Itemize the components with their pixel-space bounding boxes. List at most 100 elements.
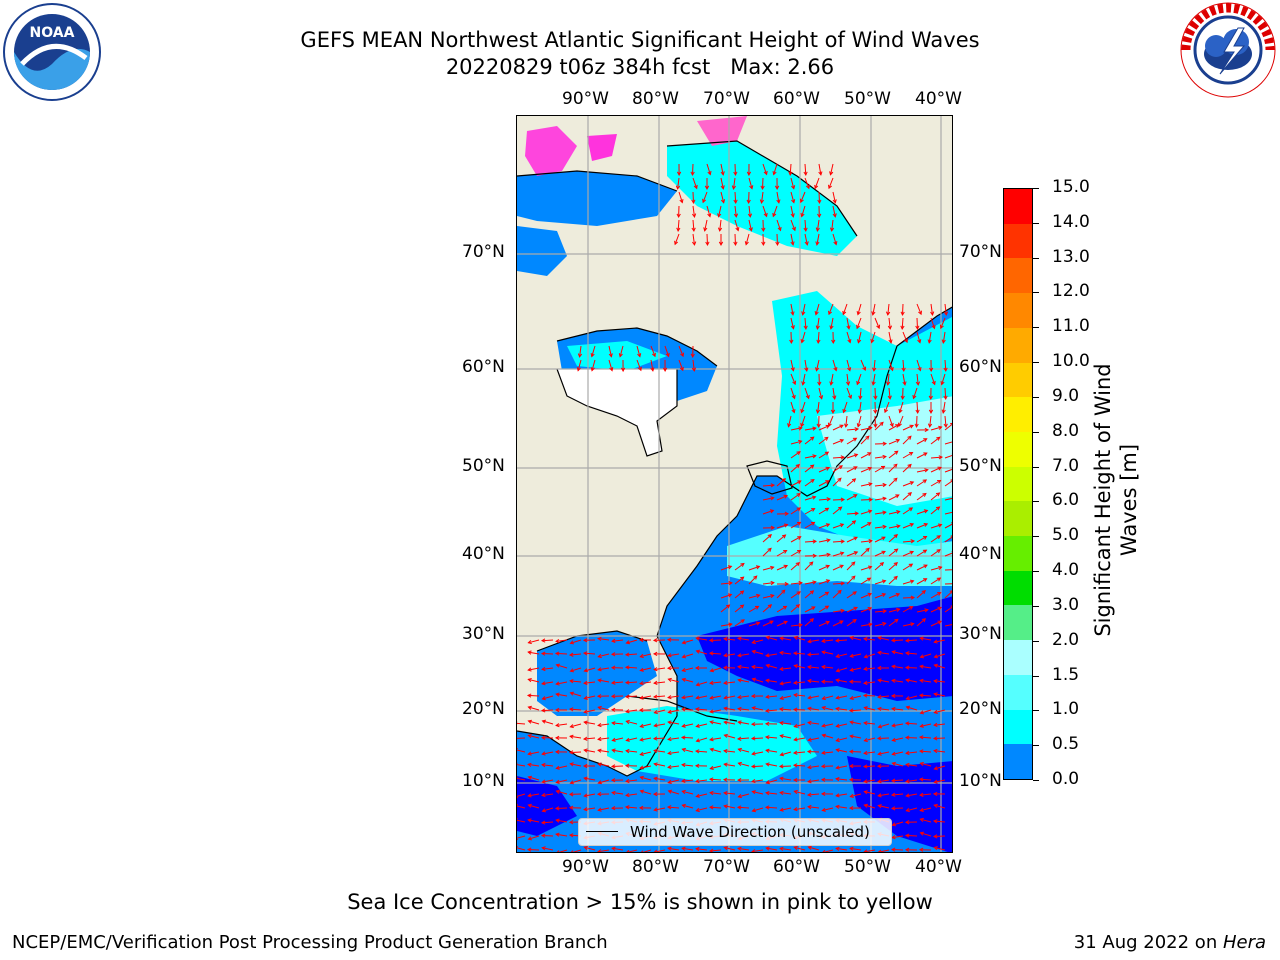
wave-direction-arrow (541, 709, 554, 712)
wave-direction-arrow (905, 667, 918, 669)
arrow-head (610, 707, 616, 712)
lat-label-right: 40°N (959, 544, 1002, 564)
arrow-head (640, 850, 644, 852)
colorbar-segment (1004, 466, 1032, 502)
arrow-head (825, 480, 830, 485)
wave-direction-arrow (804, 508, 815, 515)
wave-direction-arrow (832, 523, 844, 529)
arrow-head (779, 807, 784, 812)
wave-direction-arrow (752, 849, 764, 852)
wave-direction-arrow (836, 765, 848, 769)
wave-direction-arrow (800, 415, 806, 427)
arrow-head (849, 636, 854, 641)
wave-direction-arrow (916, 564, 928, 571)
wave-direction-arrow (878, 723, 890, 728)
colorbar-tick-label: 2.0 (1052, 629, 1080, 650)
wave-direction-arrow (654, 723, 666, 727)
arrow-head (821, 706, 826, 711)
wave-direction-arrow (891, 807, 904, 809)
wave-direction-arrow (720, 582, 732, 585)
wave-direction-arrow (860, 510, 872, 515)
arrow-head (625, 793, 630, 798)
wave-direction-arrow (542, 681, 554, 685)
arrow-head (597, 849, 602, 852)
arrow-head (887, 325, 893, 330)
wave-direction-arrow (944, 552, 952, 557)
lat-label-left: 70°N (462, 242, 505, 262)
wave-direction-arrow (944, 415, 947, 428)
arrow-head (798, 623, 803, 628)
arrow-head (865, 435, 870, 440)
colorbar-tick-mark (1033, 466, 1039, 468)
wave-direction-arrow (804, 464, 814, 473)
wave-direction-arrow (706, 205, 711, 217)
arrow-head (856, 324, 861, 330)
arrow-head (896, 607, 901, 612)
wave-direction-arrow (887, 373, 890, 385)
wave-direction-arrow (804, 581, 816, 585)
arrow-head (933, 722, 938, 728)
arrow-head (611, 846, 616, 851)
arrow-head (848, 805, 854, 811)
arrow-head (554, 651, 560, 656)
wave-direction-arrow (625, 695, 638, 698)
wave-direction-arrow (823, 849, 834, 852)
arrow-head (652, 791, 658, 797)
arrow-head (921, 590, 926, 595)
arrow-head (555, 681, 560, 686)
arrow-head (774, 185, 780, 191)
arrow-head (555, 779, 560, 784)
wave-direction-arrow (916, 438, 927, 445)
wave-direction-arrow (857, 303, 862, 315)
arrow-head (821, 750, 826, 755)
arrow-head (555, 692, 560, 697)
wave-direction-arrow (528, 751, 540, 755)
wave-direction-arrow (916, 523, 928, 529)
wave-direction-arrow (828, 415, 834, 427)
wave-direction-arrow (836, 737, 848, 742)
arrow-head (849, 846, 854, 851)
wave-direction-arrow (888, 450, 899, 459)
arrow-head (904, 820, 910, 825)
wave-direction-arrow (878, 708, 890, 711)
arrow-head (651, 352, 656, 358)
wave-direction-arrow (804, 606, 816, 613)
wave-direction-arrow (944, 497, 952, 501)
wave-direction-arrow (818, 539, 830, 543)
wave-direction-arrow (944, 624, 952, 627)
wave-direction-arrow (808, 737, 820, 741)
wave-direction-arrow (832, 477, 842, 487)
colorbar-tick-label: 7.0 (1052, 455, 1080, 476)
arrow-head (849, 720, 854, 725)
arrow-head (832, 395, 837, 400)
wave-direction-arrow (920, 807, 932, 812)
wave-direction-arrow (780, 637, 792, 641)
arrow-head (863, 750, 868, 756)
wave-direction-arrow (752, 666, 764, 669)
wave-direction-arrow (682, 639, 694, 644)
arrow-head (877, 751, 882, 756)
arrow-head (835, 678, 840, 683)
arrow-head (853, 536, 858, 541)
arrow-head (775, 241, 780, 247)
wave-direction-arrow (681, 708, 694, 711)
arrow-head (760, 185, 765, 191)
arrow-head (918, 749, 924, 754)
arrow-head (723, 695, 728, 700)
wave-direction-arrow (934, 750, 946, 753)
wave-direction-arrow (929, 415, 932, 427)
wave-direction-arrow (804, 436, 815, 445)
arrow-head (804, 241, 809, 246)
arrow-head (877, 694, 882, 699)
arrow-head (795, 604, 801, 609)
wave-direction-arrow (668, 695, 680, 699)
arrow-head (828, 184, 833, 190)
arrow-head (876, 665, 882, 671)
wave-direction-arrow (752, 791, 764, 795)
arrow-head (933, 709, 938, 714)
wave-direction-arrow (916, 415, 918, 428)
colorbar-tick-mark (1033, 675, 1039, 677)
arrow-head (798, 439, 803, 444)
wave-direction-arrow (920, 818, 932, 823)
arrow-head (846, 325, 851, 330)
